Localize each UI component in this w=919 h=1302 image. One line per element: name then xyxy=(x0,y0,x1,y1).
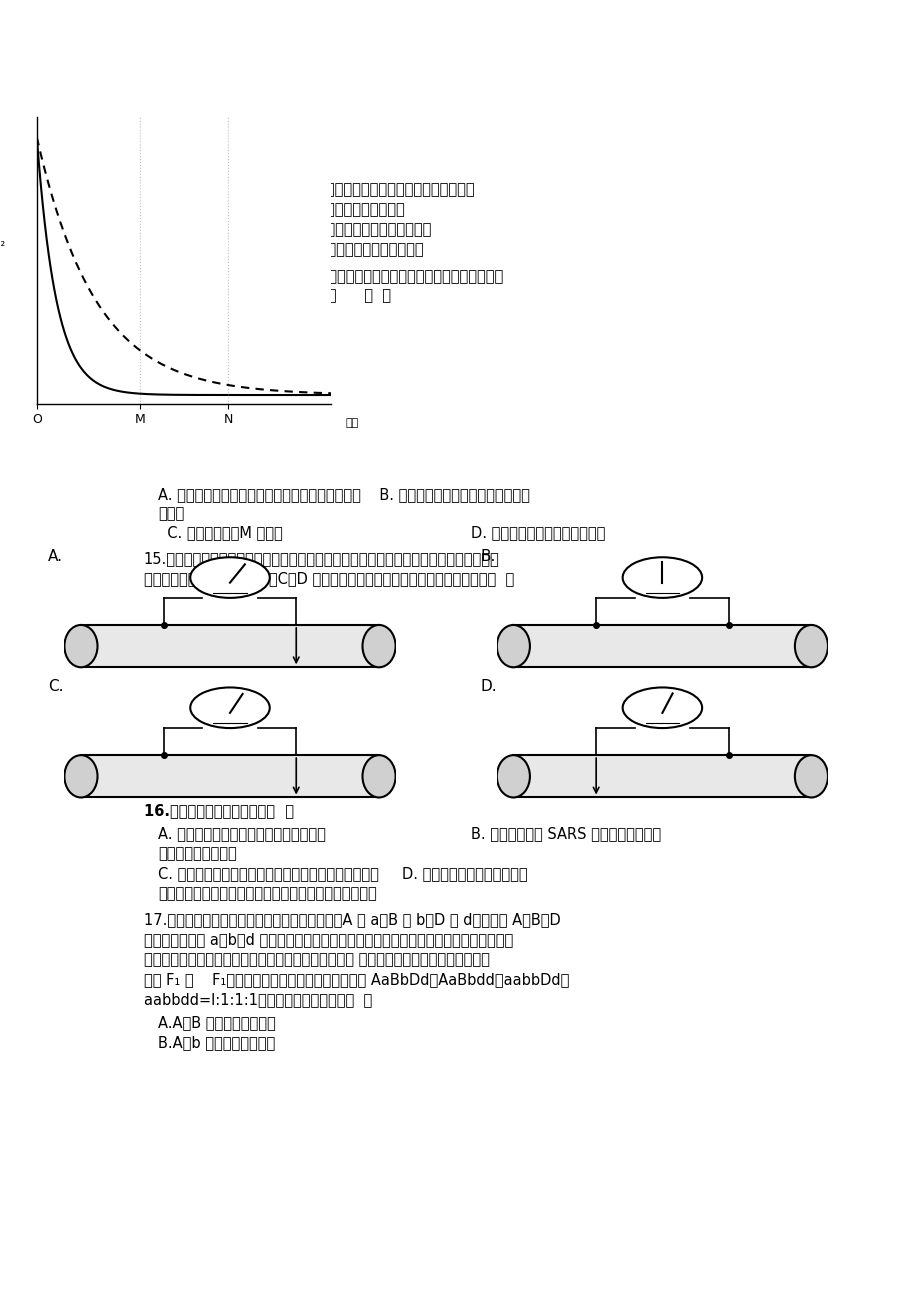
Text: 表示相同温度下二氧化锰催化。下列说法错误的是      （  ）: 表示相同温度下二氧化锰催化。下列说法错误的是 （ ） xyxy=(143,289,390,303)
Text: 14."验证酶的催化效率"的实验结果如下图。实线表示在最适温度下过氧化氢酶催化，虚线: 14."验证酶的催化效率"的实验结果如下图。实线表示在最适温度下过氧化氢酶催化，… xyxy=(143,268,504,284)
Circle shape xyxy=(622,557,701,598)
Text: 交得 F₁ ，    F₁同隐性纯合个体测交，结果及比例为 AaBbDd：AaBbdd：aabbDd：: 交得 F₁ ， F₁同隐性纯合个体测交，结果及比例为 AaBbDd：AaBbdd… xyxy=(143,973,568,987)
Text: 16.以下不属于反馈调节的是（  ）: 16.以下不属于反馈调节的是（ ） xyxy=(143,803,293,818)
Bar xyxy=(81,625,379,668)
Text: 更多的效应淋巴细胞: 更多的效应淋巴细胞 xyxy=(158,846,236,861)
Text: 三个基因分别对 a、b、d 完全显性，但不知这三对等位基因是否独立遗传。某同学为了探究: 三个基因分别对 a、b、d 完全显性，但不知这三对等位基因是否独立遗传。某同学为… xyxy=(143,932,512,948)
Text: 这三对等位基因在常染色体上的分布情况做了以下实验 用显性纯合个体与隐性纯合个体杂: 这三对等位基因在常染色体上的分布情况做了以下实验 用显性纯合个体与隐性纯合个体杂 xyxy=(143,952,489,967)
Text: C. 若降低温度，M 点右移: C. 若降低温度，M 点右移 xyxy=(158,525,282,540)
Text: 时间: 时间 xyxy=(346,418,358,428)
Text: 17.某一植物体内常染色体上具有三对等位基因（A 和 a、B 和 b、D 和 d），已知 A、B、D: 17.某一植物体内常染色体上具有三对等位基因（A 和 a、B 和 b、D 和 d… xyxy=(143,913,560,927)
Text: A. 叶片中光合产物的积累会抑制光合作用: A. 叶片中光合产物的积累会抑制光合作用 xyxy=(158,825,325,841)
Text: B.: B. xyxy=(480,549,495,564)
Text: D. 内环境稳态的调节机制的现代观点是神经－体液－免疫调节机制: D. 内环境稳态的调节机制的现代观点是神经－体液－免疫调节机制 xyxy=(158,241,423,256)
Text: A. 过氧化氢酶能提供过氧化氢分子活化所需的能量    B. 在酶催化下，过氧化氢分解速率先: A. 过氧化氢酶能提供过氧化氢分子活化所需的能量 B. 在酶催化下，过氧化氢分解… xyxy=(158,487,529,503)
Bar xyxy=(81,755,379,797)
Ellipse shape xyxy=(496,755,529,797)
Text: A.: A. xyxy=(48,549,62,564)
Text: 刺激缩宫素的释放，缩宫素浓度升高进一步刺激子宫收缩: 刺激缩宫素的释放，缩宫素浓度升高进一步刺激子宫收缩 xyxy=(158,887,376,901)
Circle shape xyxy=(190,557,269,598)
Text: 快后慢: 快后慢 xyxy=(158,506,184,521)
Text: B.A、b 在同一条染色体上: B.A、b 在同一条染色体上 xyxy=(158,1035,275,1051)
Bar xyxy=(513,755,811,797)
Text: 种电位可通过仪器测量。A、B、C、D 均为测量神经纤维静息电位示意图，正确的是（  ）: 种电位可通过仪器测量。A、B、C、D 均为测量神经纤维静息电位示意图，正确的是（… xyxy=(143,572,513,586)
Text: A. 人体维持稳态的调节能力很强，即使外界环境剧变，人体总能保持稳态的平衡: A. 人体维持稳态的调节能力很强，即使外界环境剧变，人体总能保持稳态的平衡 xyxy=(158,181,474,197)
Ellipse shape xyxy=(794,755,827,797)
Text: H₂O₂
的
浓
度: H₂O₂ 的 浓 度 xyxy=(0,238,6,283)
Text: 15.神经细胞在静息时具有静息电位，受到适宜刺激时可迅速产生能传导的动作电位，这两: 15.神经细胞在静息时具有静息电位，受到适宜刺激时可迅速产生能传导的动作电位，这… xyxy=(143,551,499,566)
Ellipse shape xyxy=(794,625,827,668)
Ellipse shape xyxy=(64,625,97,668)
Text: C. 人体各器官、系统协调一致地正常运行，是维持内环境稳态的基础: C. 人体各器官、系统协调一致地正常运行，是维持内环境稳态的基础 xyxy=(158,221,431,237)
Text: C.: C. xyxy=(48,680,63,694)
Text: A.A、B 在同一条染色体上: A.A、B 在同一条染色体上 xyxy=(158,1016,275,1030)
Ellipse shape xyxy=(496,625,529,668)
Bar xyxy=(513,625,811,668)
Text: aabbdd=l:1:1:1，则下列表述正确的是（  ）: aabbdd=l:1:1:1，则下列表述正确的是（ ） xyxy=(143,992,371,1008)
Text: C. 草原上蛇与鼠的数量通过捕食和被捕食保持相对稳定     D. 胎儿分娩时头部挤压子宫，: C. 草原上蛇与鼠的数量通过捕食和被捕食保持相对稳定 D. 胎儿分娩时头部挤压子… xyxy=(158,866,527,881)
Text: B. 稳态就是指内环境的成分和各种理化性质处于相对稳定状态: B. 稳态就是指内环境的成分和各种理化性质处于相对稳定状态 xyxy=(158,202,404,216)
Circle shape xyxy=(622,687,701,728)
Ellipse shape xyxy=(64,755,97,797)
Ellipse shape xyxy=(362,625,395,668)
Ellipse shape xyxy=(362,755,395,797)
Circle shape xyxy=(190,687,269,728)
Text: B. 机体再次感染 SARS 病毒时，迅速产生: B. 机体再次感染 SARS 病毒时，迅速产生 xyxy=(471,825,661,841)
Text: D.: D. xyxy=(480,680,496,694)
Text: D. 该实验可以说明酶具有高效性: D. 该实验可以说明酶具有高效性 xyxy=(471,525,606,540)
